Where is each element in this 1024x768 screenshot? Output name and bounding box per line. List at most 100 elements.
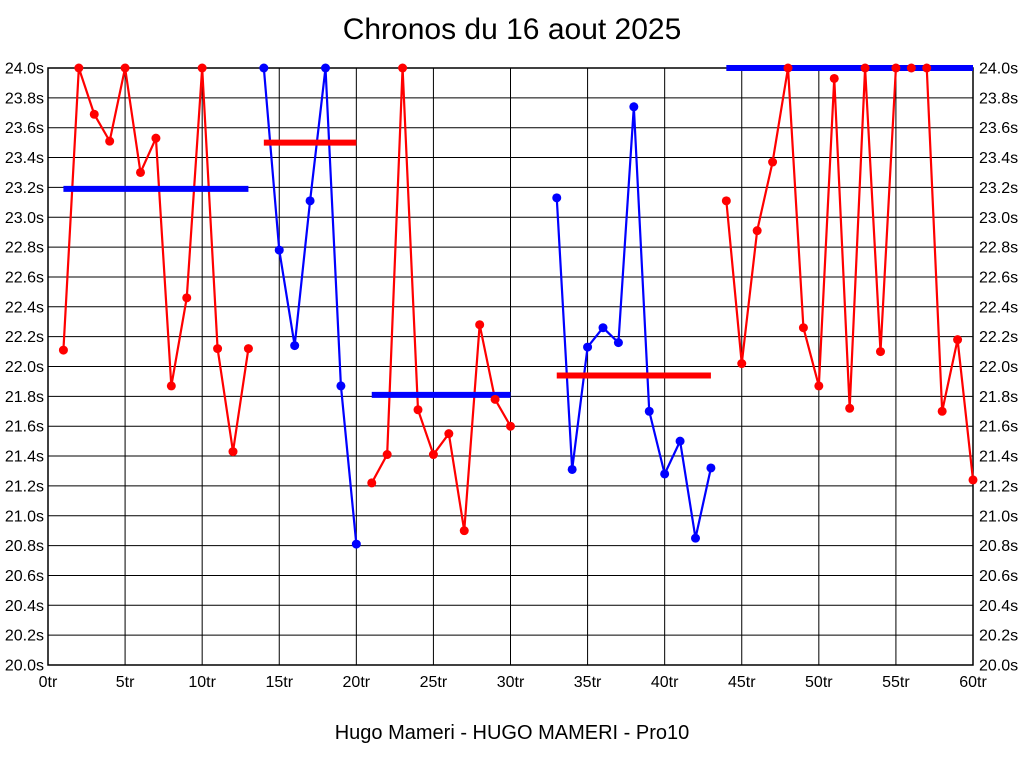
x-axis-tick-label: 20tr (343, 674, 371, 691)
data-point-serie-3-tirs-21-30-21tr (367, 478, 377, 488)
y-axis-tick-label-left: 22.6s (5, 269, 44, 286)
y-axis-tick-label-left: 22.0s (5, 359, 44, 376)
data-point-serie-5-tirs-44-60-52tr (845, 403, 855, 413)
data-point-serie-4-tirs-33-43-38tr (629, 102, 639, 112)
data-point-serie-4-tirs-33-43-39tr (644, 406, 654, 416)
x-axis-tick-label: 25tr (420, 674, 448, 691)
y-axis-tick-label-right: 22.0s (979, 359, 1018, 376)
y-axis-tick-label-right: 22.2s (979, 329, 1018, 346)
y-axis-tick-label-right: 20.6s (979, 568, 1018, 585)
series-line-serie-5-tirs-44-60 (725, 66, 975, 481)
y-axis-tick-label-right: 21.2s (979, 478, 1018, 495)
series-line-serie-4-tirs-33-43 (555, 106, 712, 539)
y-axis-tick-label-left: 23.8s (5, 90, 44, 107)
y-axis-tick-label-left: 20.8s (5, 538, 44, 555)
y-axis-tick-label-left: 20.4s (5, 598, 44, 615)
y-axis-tick-label-right: 20.8s (979, 538, 1018, 555)
y-axis-tick-label-right: 23.8s (979, 90, 1018, 107)
data-point-serie-5-tirs-44-60-46tr (752, 226, 762, 236)
y-axis-tick-label-right: 21.8s (979, 389, 1018, 406)
data-point-serie-4-tirs-33-43-37tr (613, 338, 623, 348)
data-point-serie-5-tirs-44-60-51tr (829, 73, 839, 83)
y-axis-tick-label-left: 20.6s (5, 568, 44, 585)
series-line-serie-1-tirs-1-13 (62, 67, 250, 452)
y-axis-tick-label-right: 24.0s (979, 61, 1018, 78)
y-axis-tick-label-left: 20.2s (5, 628, 44, 645)
x-axis-tick-label: 0tr (39, 674, 58, 691)
data-point-serie-2-tirs-14-20-18tr (321, 63, 330, 73)
data-point-serie-1-tirs-1-13-13tr (243, 344, 253, 354)
x-axis-tick-label: 30tr (497, 674, 525, 691)
y-axis-tick-label-right: 20.0s (979, 658, 1018, 675)
y-axis-tick-label-right: 23.6s (979, 120, 1018, 137)
x-axis-tick-label: 40tr (651, 674, 679, 691)
y-axis-tick-label-right: 21.6s (979, 419, 1018, 436)
data-point-serie-4-tirs-33-43-42tr (691, 533, 700, 543)
y-axis-tick-label-left: 22.8s (5, 240, 44, 257)
data-point-serie-3-tirs-21-30-29tr (490, 394, 500, 404)
y-axis-tick-label-left: 21.8s (5, 389, 44, 406)
data-point-serie-5-tirs-44-60-59tr (953, 335, 963, 345)
series-line-serie-3-tirs-21-30 (370, 67, 512, 531)
data-point-serie-1-tirs-1-13-3tr (89, 109, 99, 119)
data-point-serie-1-tirs-1-13-8tr (166, 381, 176, 391)
data-point-serie-4-tirs-33-43-41tr (675, 436, 685, 446)
data-point-serie-1-tirs-1-13-6tr (136, 167, 145, 177)
y-axis-tick-label-left: 21.0s (5, 508, 44, 525)
x-axis-tick-label: 45tr (728, 674, 756, 691)
data-point-serie-1-tirs-1-13-1tr (58, 345, 68, 355)
data-point-serie-5-tirs-44-60-57tr (922, 63, 932, 73)
data-point-serie-5-tirs-44-60-48tr (783, 63, 793, 73)
data-point-serie-4-tirs-33-43-36tr (598, 323, 608, 333)
data-point-serie-2-tirs-14-20-19tr (336, 381, 346, 391)
y-axis-tick-label-right: 22.4s (979, 299, 1018, 316)
data-point-serie-5-tirs-44-60-53tr (860, 63, 870, 73)
data-point-serie-4-tirs-33-43-33tr (552, 193, 562, 203)
data-point-serie-3-tirs-21-30-23tr (398, 63, 408, 73)
data-point-serie-3-tirs-21-30-24tr (413, 405, 423, 415)
y-axis-tick-label-right: 21.4s (979, 449, 1018, 466)
y-axis-tick-label-left: 20.0s (5, 658, 44, 675)
y-axis-tick-label-right: 22.8s (979, 240, 1018, 257)
data-point-serie-1-tirs-1-13-11tr (213, 344, 223, 354)
data-point-serie-5-tirs-44-60-56tr (906, 63, 916, 73)
y-axis-tick-label-right: 20.2s (979, 628, 1018, 645)
x-axis-tick-label: 50tr (805, 674, 833, 691)
y-axis-tick-label-right: 23.0s (979, 210, 1018, 227)
data-point-serie-1-tirs-1-13-9tr (182, 293, 192, 303)
data-point-serie-5-tirs-44-60-50tr (814, 381, 824, 391)
chart-title: Chronos du 16 aout 2025 (342, 13, 682, 46)
data-point-serie-2-tirs-14-20-16tr (290, 341, 300, 351)
y-axis-tick-label-left: 24.0s (5, 61, 44, 78)
data-point-serie-2-tirs-14-20-15tr (274, 245, 284, 255)
x-axis-tick-label: 60tr (959, 674, 987, 691)
data-point-serie-3-tirs-21-30-22tr (382, 450, 392, 460)
data-point-serie-5-tirs-44-60-47tr (768, 157, 778, 167)
data-point-serie-1-tirs-1-13-10tr (197, 63, 207, 73)
data-point-serie-3-tirs-21-30-26tr (444, 429, 454, 439)
data-point-serie-1-tirs-1-13-5tr (120, 63, 130, 73)
data-point-serie-5-tirs-44-60-49tr (798, 323, 808, 333)
y-axis-tick-label-left: 21.2s (5, 478, 44, 495)
y-axis-tick-label-right: 23.4s (979, 150, 1018, 167)
data-point-serie-1-tirs-1-13-4tr (105, 136, 115, 146)
y-axis-tick-label-left: 23.0s (5, 210, 44, 227)
y-axis-tick-label-right: 20.4s (979, 598, 1018, 615)
y-axis-tick-label-right: 23.2s (979, 180, 1018, 197)
data-point-serie-5-tirs-44-60-45tr (737, 359, 747, 369)
data-point-serie-2-tirs-14-20-20tr (351, 539, 361, 549)
data-point-serie-5-tirs-44-60-60tr (968, 475, 978, 485)
data-point-serie-2-tirs-14-20-17tr (305, 196, 315, 206)
x-axis-tick-label: 10tr (188, 674, 216, 691)
data-point-serie-4-tirs-33-43-40tr (660, 469, 670, 479)
data-point-serie-2-tirs-14-20-14tr (259, 63, 269, 73)
x-axis-tick-label: 35tr (574, 674, 602, 691)
y-axis-tick-label-left: 22.2s (5, 329, 44, 346)
data-point-serie-4-tirs-33-43-34tr (567, 464, 577, 474)
x-axis-tick-label: 5tr (116, 674, 135, 691)
series-line-serie-2-tirs-14-20 (262, 67, 358, 545)
data-point-serie-1-tirs-1-13-7tr (151, 133, 161, 143)
y-axis-tick-label-left: 21.4s (5, 449, 44, 466)
